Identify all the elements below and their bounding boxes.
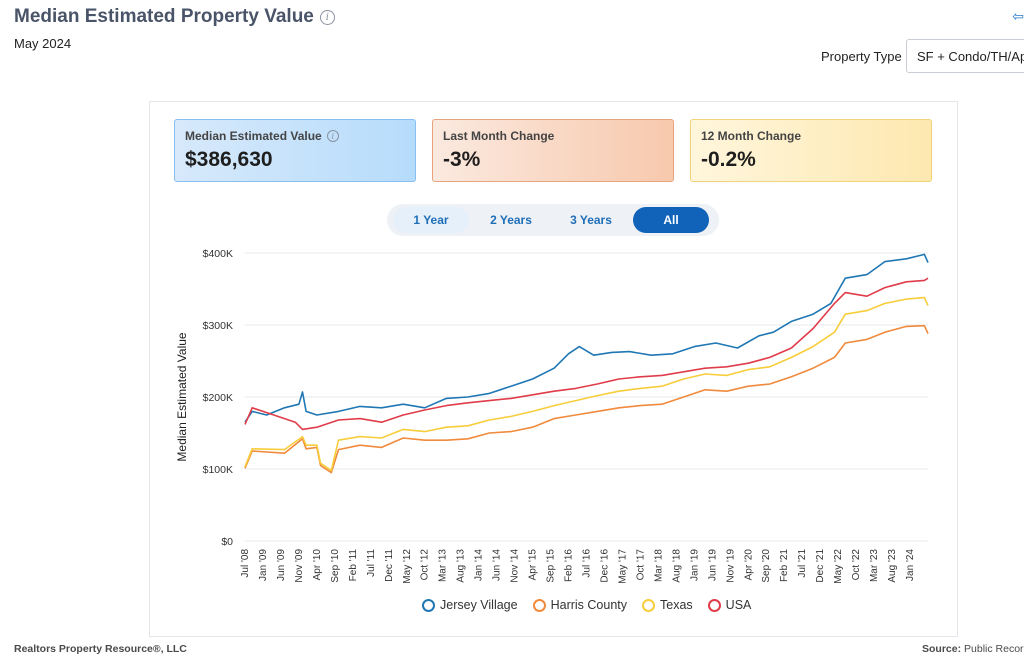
property-type-select[interactable]: SF + Condo/TH/Apts <box>906 39 1024 73</box>
median-value-card: Median Estimated Value i $386,630 <box>174 119 416 182</box>
x-tick-label: Jan '09 <box>258 549 269 581</box>
x-tick-label: May '12 <box>402 549 413 584</box>
x-tick-label: Jul '16 <box>582 549 593 578</box>
footer-source: Source: Public Records <box>922 643 1024 655</box>
x-tick-label: Sep '20 <box>761 549 772 583</box>
legend-label: Harris County <box>550 598 628 612</box>
page-title: Median Estimated Property Value i <box>14 6 335 28</box>
x-tick-label: Mar '18 <box>653 549 664 582</box>
x-tick-label: Jan '24 <box>905 549 916 581</box>
range-2-years-button[interactable]: 2 Years <box>490 213 532 227</box>
x-tick-label: Oct '17 <box>635 549 646 581</box>
series-line-usa <box>244 277 929 431</box>
series-line-jersey-village <box>244 253 929 423</box>
x-tick-label: Jun '19 <box>707 549 718 581</box>
legend-swatch <box>422 598 435 612</box>
share-icon[interactable]: ⇦ <box>1012 8 1024 24</box>
legend-label: USA <box>725 598 752 612</box>
x-tick-label: Nov '09 <box>294 549 305 583</box>
x-tick-label: Dec '16 <box>599 549 610 583</box>
twelve-month-change-value: -0.2% <box>701 148 756 171</box>
legend-swatch <box>707 598 721 612</box>
twelve-month-change-label: 12 Month Change <box>701 129 802 143</box>
x-tick-label: Apr '15 <box>528 549 539 581</box>
y-tick-label: $300K <box>203 320 233 332</box>
x-tick-label: Mar '23 <box>869 549 880 582</box>
x-tick-label: Jul '21 <box>797 549 808 578</box>
x-tick-label: Dec '21 <box>815 549 826 583</box>
median-value-label: Median Estimated Value i <box>185 129 405 143</box>
x-tick-label: Dec '11 <box>384 549 395 582</box>
y-tick-label: $0 <box>221 536 233 548</box>
x-tick-label: Jul '08 <box>240 549 251 578</box>
last-month-change-label: Last Month Change <box>443 129 555 143</box>
x-tick-label: Jan '19 <box>689 549 700 581</box>
last-month-change-card: Last Month Change -3% <box>432 119 674 182</box>
x-tick-label: Jul '11 <box>366 549 377 577</box>
legend-item-harris-county[interactable]: Harris County <box>532 598 628 612</box>
y-tick-label: $400K <box>203 248 233 260</box>
page-subtitle: May 2024 <box>14 36 72 51</box>
x-tick-label: Feb '21 <box>779 549 790 582</box>
legend-swatch <box>642 598 656 612</box>
legend-item-jersey-village[interactable]: Jersey Village <box>422 598 518 612</box>
x-tick-label: Aug '13 <box>456 549 467 583</box>
x-tick-label: Jun '14 <box>492 549 503 581</box>
line-chart: $0 $100K $200K $300K $400K Median Estimated V… <box>175 248 929 584</box>
x-tick-label: May '17 <box>617 549 628 584</box>
chart-legend: Jersey Village Harris County Texas USA <box>422 598 751 612</box>
x-tick-label: Feb '16 <box>564 549 575 582</box>
x-tick-label: May '22 <box>833 549 844 584</box>
range-1-year-button[interactable]: 1 Year <box>393 207 469 233</box>
page-title-text: Median Estimated Property Value <box>14 6 314 27</box>
y-tick-label: $200K <box>203 392 233 404</box>
x-tick-label: Nov '14 <box>510 549 521 583</box>
x-tick-label: Oct '12 <box>420 549 431 581</box>
x-tick-label: Nov '19 <box>725 549 736 583</box>
range-selector: 1 Year 2 Years 3 Years All <box>387 204 719 236</box>
info-icon[interactable]: i <box>319 9 335 25</box>
median-value: $386,630 <box>185 148 273 171</box>
legend-label: Texas <box>660 598 693 612</box>
x-tick-label: Aug '23 <box>887 549 898 583</box>
series-line-harris-county <box>244 324 929 474</box>
x-tick-label: Sep '10 <box>330 549 341 583</box>
footer-source-value: Public Records <box>964 643 1024 655</box>
x-tick-label: Sep '15 <box>546 549 557 583</box>
x-tick-label: Apr '20 <box>743 549 754 581</box>
footer-source-label: Source: <box>922 643 962 655</box>
y-axis-title: Median Estimated Value <box>175 332 189 462</box>
y-tick-label: $100K <box>203 464 233 476</box>
legend-label: Jersey Village <box>440 598 518 612</box>
median-info-icon[interactable]: i <box>326 130 339 142</box>
x-tick-label: Jun '09 <box>276 549 287 581</box>
footer-company: Realtors Property Resource®, LLC <box>14 643 187 655</box>
series-line-texas <box>244 296 929 472</box>
legend-item-texas[interactable]: Texas <box>642 598 693 612</box>
x-tick-label: Aug '18 <box>671 549 682 583</box>
x-tick-label: Oct '22 <box>851 549 862 581</box>
last-month-change-value: -3% <box>443 148 481 171</box>
range-all-button[interactable]: All <box>633 207 709 233</box>
legend-item-usa[interactable]: USA <box>707 598 752 612</box>
x-tick-label: Mar '13 <box>438 549 449 582</box>
property-type-label: Property Type <box>821 49 902 64</box>
x-tick-label: Apr '10 <box>312 549 323 581</box>
x-tick-label: Jan '14 <box>474 549 485 581</box>
twelve-month-change-card: 12 Month Change -0.2% <box>690 119 932 182</box>
x-tick-label: Feb '11 <box>348 549 359 582</box>
range-3-years-button[interactable]: 3 Years <box>570 213 612 227</box>
median-value-label-text: Median Estimated Value <box>185 129 322 143</box>
legend-swatch <box>532 598 546 612</box>
